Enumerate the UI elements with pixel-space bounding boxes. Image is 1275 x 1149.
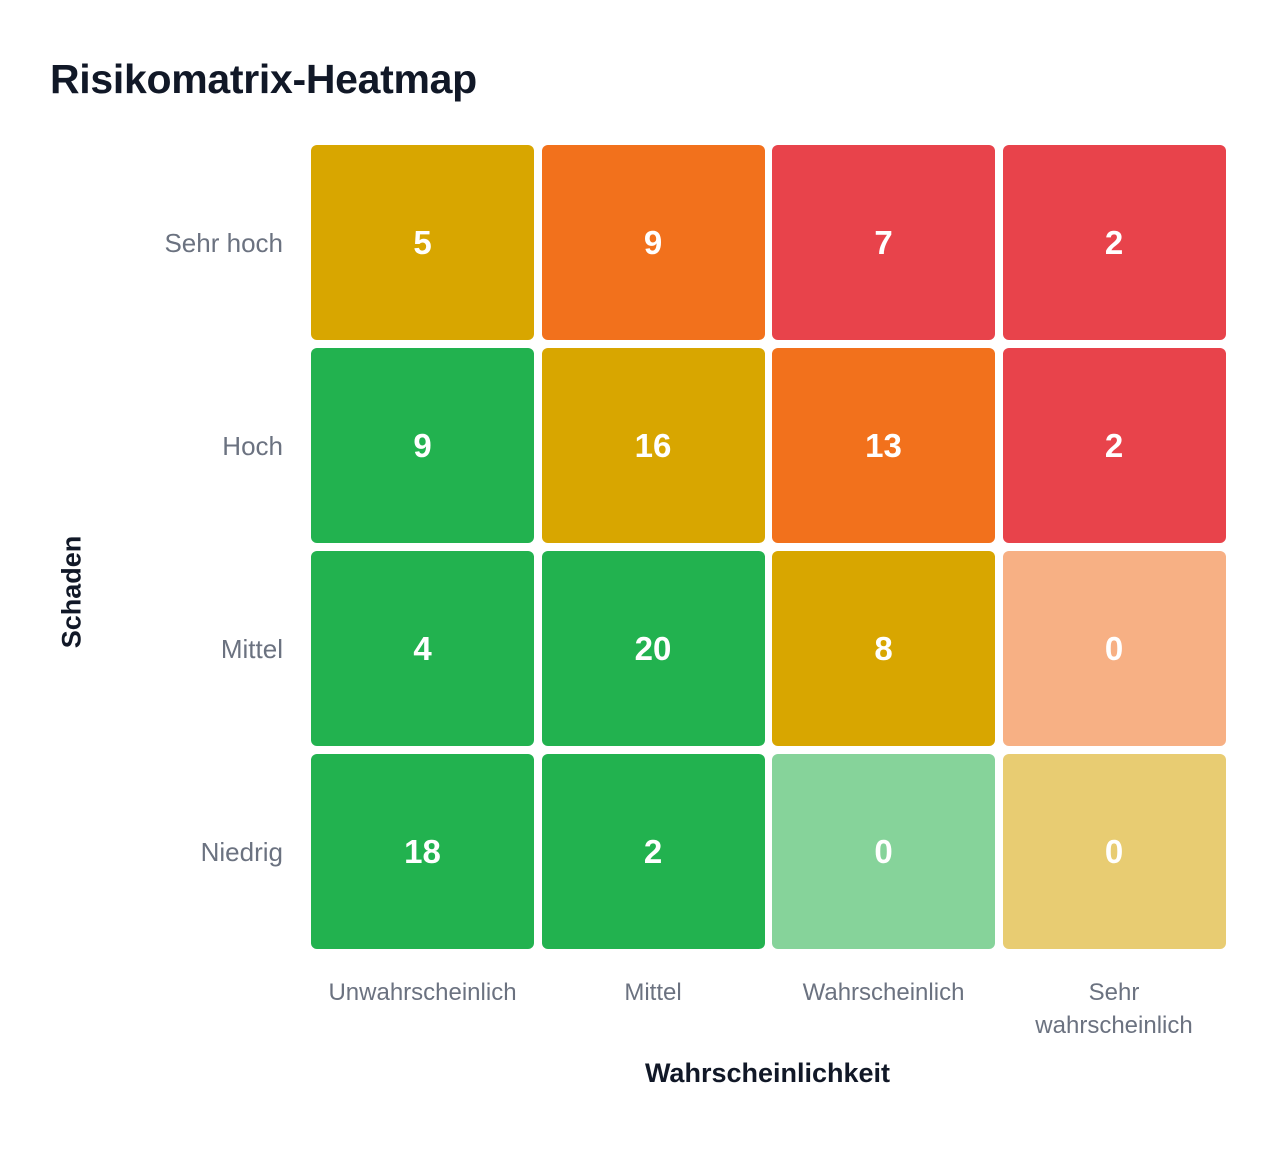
x-tick-label: Unwahrscheinlich (308, 976, 538, 1009)
cell-value-label: 13 (865, 426, 902, 464)
heatmap-cell: 9 (311, 348, 534, 543)
cell-value-label: 2 (1104, 426, 1124, 464)
x-tick-label-line: Sehr (1088, 979, 1140, 1006)
cell-value-label: 20 (634, 629, 672, 667)
cell-value-label: 4 (413, 629, 432, 667)
cell-value-label: 18 (404, 832, 441, 870)
y-tick-label: Mittel (220, 633, 283, 664)
cell-value-label: 16 (634, 426, 672, 464)
y-tick-label: Hoch (222, 430, 283, 461)
cell-value-label: 0 (1104, 832, 1124, 870)
x-tick-label-line: Wahrscheinlich (802, 979, 965, 1006)
heatmap-cell: 9 (541, 145, 765, 340)
heatmap-cell: 7 (772, 145, 995, 340)
cell-value-label: 5 (413, 223, 432, 261)
heatmap-cell: 0 (772, 754, 995, 949)
heatmap-cell: 2 (1002, 348, 1226, 543)
y-tick-label: Niedrig (200, 836, 283, 867)
cell-value-label: 0 (874, 832, 893, 870)
cell-value-label: 7 (874, 223, 893, 261)
x-tick-label: Mittel (538, 976, 768, 1009)
cell-value-label: 9 (643, 223, 663, 261)
cell-value-label: 2 (1104, 223, 1124, 261)
cell-value-label: 9 (413, 426, 432, 464)
heatmap-cell: 8 (772, 551, 995, 746)
heatmap-cell: 4 (311, 551, 534, 746)
x-tick-label: Sehr wahrscheinlich (999, 976, 1229, 1042)
chart-title: Risikomatrix-Heatmap (50, 56, 477, 102)
x-tick-label-line: Unwahrscheinlich (328, 979, 517, 1006)
x-axis-label: Wahrscheinlichkeit (644, 1058, 891, 1088)
y-axis-label: Schaden (56, 535, 87, 649)
x-tick-label-line: wahrscheinlich (1035, 1012, 1193, 1039)
heatmap-cell: 5 (311, 145, 534, 340)
heatmap-cell: 13 (772, 348, 995, 543)
heatmap-cell: 2 (541, 754, 765, 949)
heatmap-cell: 16 (541, 348, 765, 543)
heatmap-cell: 20 (541, 551, 765, 746)
heatmap-cell: 18 (311, 754, 534, 949)
cell-value-label: 8 (874, 629, 893, 667)
heatmap-cell: 0 (1002, 551, 1226, 746)
y-tick-label: Sehr hoch (164, 227, 283, 258)
heatmap-cell: 2 (1002, 145, 1226, 340)
x-tick-label: Wahrscheinlich (769, 976, 999, 1009)
cell-value-label: 0 (1104, 629, 1124, 667)
heatmap-cell: 0 (1002, 754, 1226, 949)
x-tick-label-line: Mittel (624, 979, 682, 1006)
cell-value-label: 2 (643, 832, 663, 870)
